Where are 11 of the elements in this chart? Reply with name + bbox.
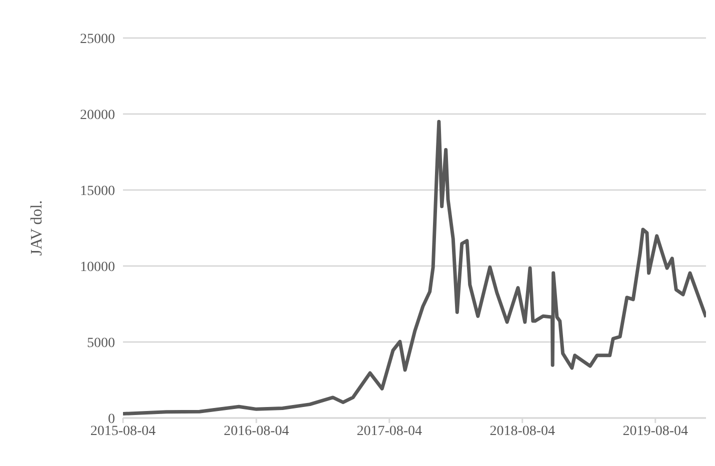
- x-tick-label: 2017-08-04: [356, 424, 422, 439]
- x-tick-label: 2019-08-04: [622, 424, 688, 439]
- y-tick-label: 20000: [80, 108, 115, 123]
- y-tick-label: 10000: [80, 260, 115, 275]
- x-tick-label: 2016-08-04: [224, 424, 290, 439]
- x-tick-label: 2018-08-04: [490, 424, 556, 439]
- y-tick-label: 25000: [80, 32, 115, 47]
- y-axis-title: JAV dol.: [28, 200, 46, 256]
- line-series: [123, 120, 706, 416]
- y-tick-label: 5000: [87, 336, 115, 351]
- y-tick-label: 15000: [80, 184, 115, 199]
